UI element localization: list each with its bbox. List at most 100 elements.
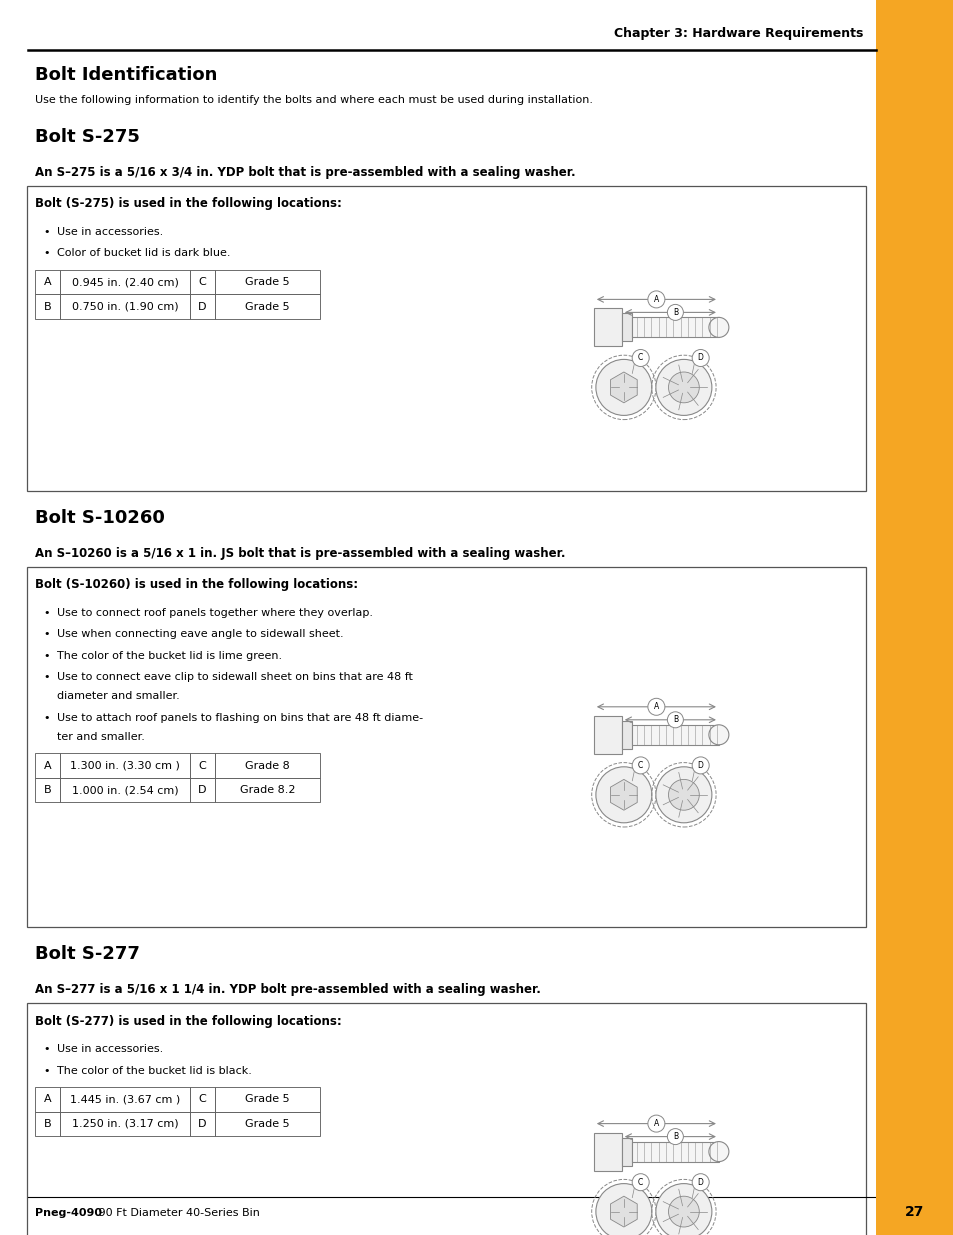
Text: Use when connecting eave angle to sidewall sheet.: Use when connecting eave angle to sidewa… — [57, 630, 343, 640]
Text: •: • — [43, 227, 50, 237]
Bar — [214, 753, 319, 778]
Text: D: D — [198, 301, 207, 311]
Bar — [214, 270, 319, 294]
Circle shape — [656, 359, 711, 415]
Bar — [875, 1194, 953, 1229]
Circle shape — [647, 698, 664, 715]
Text: C: C — [198, 1094, 206, 1104]
Circle shape — [668, 779, 699, 810]
Circle shape — [596, 359, 651, 415]
Bar — [631, 725, 719, 745]
Bar — [35, 1087, 60, 1112]
Text: D: D — [697, 353, 703, 363]
Text: C: C — [638, 1178, 642, 1187]
Polygon shape — [610, 1197, 637, 1228]
Text: D: D — [198, 1119, 207, 1129]
Text: Use in accessories.: Use in accessories. — [57, 227, 163, 237]
Circle shape — [692, 1173, 708, 1191]
Text: •: • — [43, 673, 50, 683]
Circle shape — [708, 317, 728, 337]
Text: 0.945 in. (2.40 cm): 0.945 in. (2.40 cm) — [71, 277, 178, 288]
Polygon shape — [610, 779, 637, 810]
Text: •: • — [43, 713, 50, 722]
Text: 1.000 in. (2.54 cm): 1.000 in. (2.54 cm) — [71, 785, 178, 795]
Bar — [875, 0, 953, 1235]
Text: An S–275 is a 5/16 x 3/4 in. YDP bolt that is pre-assembled with a sealing washe: An S–275 is a 5/16 x 3/4 in. YDP bolt th… — [35, 165, 575, 179]
Text: Grade 5: Grade 5 — [245, 301, 290, 311]
Circle shape — [708, 725, 728, 745]
Text: ter and smaller.: ter and smaller. — [57, 732, 145, 742]
Circle shape — [596, 767, 651, 823]
Text: Bolt S-275: Bolt S-275 — [35, 128, 140, 146]
Circle shape — [632, 757, 648, 774]
Text: Use in accessories.: Use in accessories. — [57, 1044, 163, 1053]
Text: •: • — [43, 1044, 50, 1053]
Text: D: D — [198, 785, 207, 795]
Bar — [35, 753, 60, 778]
Text: Bolt Identification: Bolt Identification — [35, 65, 217, 84]
Bar — [35, 1112, 60, 1136]
Bar — [60, 753, 190, 778]
Circle shape — [647, 1115, 664, 1132]
Circle shape — [656, 767, 711, 823]
Bar — [631, 1141, 719, 1162]
Text: Grade 8: Grade 8 — [245, 761, 290, 771]
Circle shape — [632, 1173, 648, 1191]
Text: D: D — [697, 761, 703, 769]
Bar — [214, 294, 319, 319]
Bar — [214, 1112, 319, 1136]
Circle shape — [667, 304, 682, 320]
Polygon shape — [610, 372, 637, 403]
Circle shape — [692, 350, 708, 367]
Bar — [35, 270, 60, 294]
Text: Use to connect eave clip to sidewall sheet on bins that are 48 ft: Use to connect eave clip to sidewall she… — [57, 673, 413, 683]
Bar — [621, 314, 631, 341]
Bar — [27, 1003, 865, 1235]
Bar — [27, 186, 865, 492]
Text: Bolt S-277: Bolt S-277 — [35, 945, 140, 963]
Bar — [594, 1132, 621, 1171]
Circle shape — [668, 1197, 699, 1228]
Text: •: • — [43, 1066, 50, 1076]
Bar — [35, 294, 60, 319]
Text: B: B — [44, 301, 51, 311]
Bar — [214, 778, 319, 803]
Text: A: A — [653, 1119, 659, 1128]
Text: •: • — [43, 248, 50, 258]
Text: Bolt (S-277) is used in the following locations:: Bolt (S-277) is used in the following lo… — [35, 1014, 341, 1028]
Bar — [621, 1137, 631, 1166]
Circle shape — [656, 1183, 711, 1235]
Text: C: C — [638, 353, 642, 363]
Bar — [35, 778, 60, 803]
Circle shape — [668, 372, 699, 403]
Bar — [60, 1112, 190, 1136]
Text: Bolt (S-275) is used in the following locations:: Bolt (S-275) is used in the following lo… — [35, 198, 341, 210]
Text: A: A — [44, 277, 51, 288]
Text: 27: 27 — [904, 1204, 923, 1219]
Text: 1.250 in. (3.17 cm): 1.250 in. (3.17 cm) — [71, 1119, 178, 1129]
Circle shape — [596, 1183, 651, 1235]
Text: B: B — [672, 1132, 678, 1141]
Text: The color of the bucket lid is lime green.: The color of the bucket lid is lime gree… — [57, 651, 282, 661]
Bar — [60, 778, 190, 803]
Circle shape — [667, 1129, 682, 1145]
Text: C: C — [198, 761, 206, 771]
Text: Color of bucket lid is dark blue.: Color of bucket lid is dark blue. — [57, 248, 231, 258]
Bar — [594, 716, 621, 753]
Bar — [594, 309, 621, 346]
Bar — [190, 1112, 214, 1136]
Text: Use to connect roof panels together where they overlap.: Use to connect roof panels together wher… — [57, 608, 373, 618]
Text: Pneg-4090: Pneg-4090 — [35, 1208, 102, 1218]
Bar — [621, 721, 631, 748]
Text: •: • — [43, 651, 50, 661]
Text: Bolt S-10260: Bolt S-10260 — [35, 509, 165, 527]
Text: B: B — [672, 715, 678, 724]
Text: •: • — [43, 630, 50, 640]
Text: D: D — [697, 1178, 703, 1187]
Bar — [190, 294, 214, 319]
Text: An S–10260 is a 5/16 x 1 in. JS bolt that is pre-assembled with a sealing washer: An S–10260 is a 5/16 x 1 in. JS bolt tha… — [35, 547, 565, 559]
Text: B: B — [672, 308, 678, 317]
Text: Grade 5: Grade 5 — [245, 277, 290, 288]
Text: A: A — [44, 1094, 51, 1104]
Bar — [60, 270, 190, 294]
